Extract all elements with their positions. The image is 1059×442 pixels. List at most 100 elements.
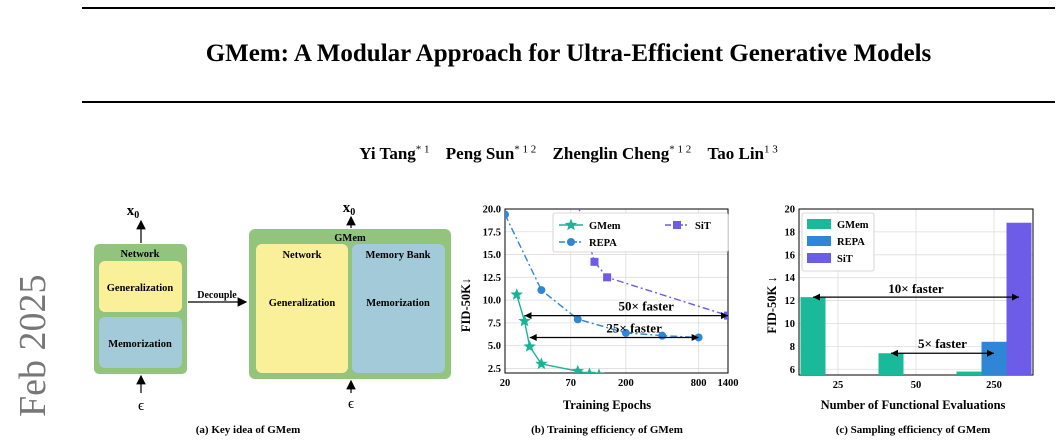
chart-c-xtick: 50 — [911, 380, 922, 391]
arxiv-date-stamp: Feb 2025 — [12, 274, 54, 418]
chart-b-annotation-label: 50× faster — [619, 299, 675, 314]
author: Yi Tang* 1 — [359, 143, 430, 163]
bar-gmem-25 — [800, 297, 826, 375]
series-gmem — [510, 288, 606, 373]
chart-c-ytick: 8 — [790, 342, 795, 353]
key-idea-diagram: x0 Network Generalization Memorization ϵ… — [94, 200, 451, 436]
right-input-label: ϵ — [348, 396, 354, 412]
bar-gmem-50 — [878, 353, 904, 375]
author: Zhenglin Cheng* 1 2 — [552, 143, 692, 163]
chart-b-ytick: 20.0 — [483, 205, 501, 216]
paper-title: GMem: A Modular Approach for Ultra-Effic… — [205, 40, 932, 67]
author: Peng Sun* 1 2 — [445, 143, 537, 163]
legend-marker-repa — [567, 238, 575, 246]
series-sit-point — [574, 200, 582, 208]
series-gmem-line — [516, 294, 589, 373]
chart-b-legend-box — [552, 212, 729, 253]
network-box — [256, 244, 348, 373]
chart-b-ytick: 17.5 — [483, 227, 501, 238]
legend-swatch-sit — [807, 253, 831, 263]
series-sit-point — [603, 273, 612, 282]
chart-b-ytick: 2.5 — [488, 364, 501, 375]
legend-label-sit: SiT — [837, 254, 853, 265]
training-efficiency-chart: 2.5 5.0 7.5 10.0 12.5 15.0 17.5 20.0 20 70 200 800 1… — [459, 200, 739, 437]
series-sit-point — [590, 257, 599, 266]
chart-b-xtick: 800 — [691, 378, 707, 389]
network-body: Generalization — [269, 298, 336, 309]
chart-c-ytick: 14 — [785, 273, 796, 284]
series-repa-point — [505, 210, 509, 219]
memory-bank-box — [352, 244, 445, 373]
chart-c-ytick: 20 — [785, 205, 796, 216]
chart-b-ytick: 15.0 — [483, 250, 501, 261]
chart-b-ytick: 5.0 — [488, 341, 501, 352]
series-gmem-point — [571, 364, 584, 373]
left-header: Network — [120, 249, 159, 260]
chart-c-ytick: 18 — [785, 227, 796, 238]
chart-b-annotation-arrow-head-right — [691, 333, 699, 341]
caption-b: (b) Training efficiency of GMem — [531, 424, 683, 436]
chart-c-annotation-label: 5× faster — [918, 336, 967, 351]
chart-c-ytick: 16 — [785, 250, 796, 261]
chart-c-ytick: 6 — [790, 365, 795, 376]
chart-b-xtick: 70 — [566, 378, 577, 389]
chart-c-xtick: 250 — [986, 380, 1002, 391]
author: Tao Lin1 3 — [707, 143, 778, 163]
series-gmem-point — [523, 340, 536, 352]
bar-repa-250 — [981, 341, 1007, 375]
gmem-header: GMem — [334, 233, 366, 244]
series-repa-point — [537, 286, 546, 295]
chart-c-annotation-label: 10× faster — [888, 281, 944, 296]
right-output-label: x0 — [343, 200, 356, 218]
legend-label-repa: REPA — [589, 238, 617, 249]
left-output-label: x0 — [127, 203, 140, 221]
caption-a: (a) Key idea of GMem — [196, 424, 300, 436]
legend-label-gmem: GMem — [837, 220, 869, 231]
chart-c-annotation-arrow-head-right — [987, 349, 994, 357]
legend-marker-gmem — [564, 218, 578, 231]
sampling-efficiency-chart: 6 8 10 12 14 16 18 20 25 50 250 10× faster 5× faste… — [765, 205, 1034, 436]
chart-b-annotation-arrow-head-left — [529, 333, 537, 341]
chart-b-xtick: 200 — [618, 378, 634, 389]
series-gmem-point — [592, 368, 606, 373]
legend-swatch-gmem — [807, 219, 831, 229]
chart-b-xtick: 20 — [500, 378, 511, 389]
legend-label-sit: SiT — [695, 221, 711, 232]
chart-c-ytick: 10 — [785, 319, 796, 330]
left-memorization-box — [99, 317, 182, 368]
chart-b-ylabel: FID-50K↓ — [459, 278, 473, 332]
bar-sit-250 — [1006, 222, 1032, 375]
author-list: Yi Tang* 1 Peng Sun* 1 2 Zhenglin Cheng*… — [82, 143, 1055, 164]
title-top-rule — [82, 7, 1055, 9]
decouple-label: Decouple — [197, 290, 237, 301]
chart-c-xlabel: Number of Functional Evaluations — [821, 398, 1006, 412]
chart-b-annotation-arrow-head-left — [524, 312, 532, 320]
legend-label-gmem: GMem — [589, 221, 621, 232]
left-memorization-label: Memorization — [108, 339, 172, 350]
chart-c-annotation-arrow-head-right — [1012, 293, 1019, 301]
chart-b-ytick: 12.5 — [483, 273, 501, 284]
chart-b-annotation-arrow-head-right — [721, 312, 728, 320]
legend-label-repa: REPA — [837, 237, 865, 248]
left-generalization-label: Generalization — [107, 283, 174, 294]
legend-marker-sit — [673, 221, 681, 229]
chart-c-annotation-arrow-head-left — [813, 293, 820, 301]
left-generalization-box — [99, 261, 182, 312]
chart-b-ytick: 10.0 — [483, 296, 501, 307]
chart-c-annotation-arrow-head-left — [891, 349, 898, 357]
left-input-label: ϵ — [138, 398, 144, 414]
chart-c-ylabel: FID-50K ↓ — [765, 276, 779, 333]
series-repa-point — [621, 328, 630, 337]
chart-c-xtick: 25 — [833, 380, 844, 391]
bar-gmem-250 — [956, 371, 982, 375]
series-gmem-point — [510, 288, 523, 300]
memory-bank-body: Memorization — [366, 298, 430, 309]
chart-c-ytick: 12 — [785, 296, 796, 307]
memory-bank-title: Memory Bank — [365, 250, 430, 261]
series-gmem-point — [535, 357, 548, 370]
series-gmem-point — [583, 367, 596, 373]
chart-b-xtick: 1400 — [718, 378, 739, 389]
chart-c-frame — [798, 208, 1034, 376]
series-gmem-point — [518, 314, 531, 327]
legend-swatch-repa — [807, 236, 831, 246]
